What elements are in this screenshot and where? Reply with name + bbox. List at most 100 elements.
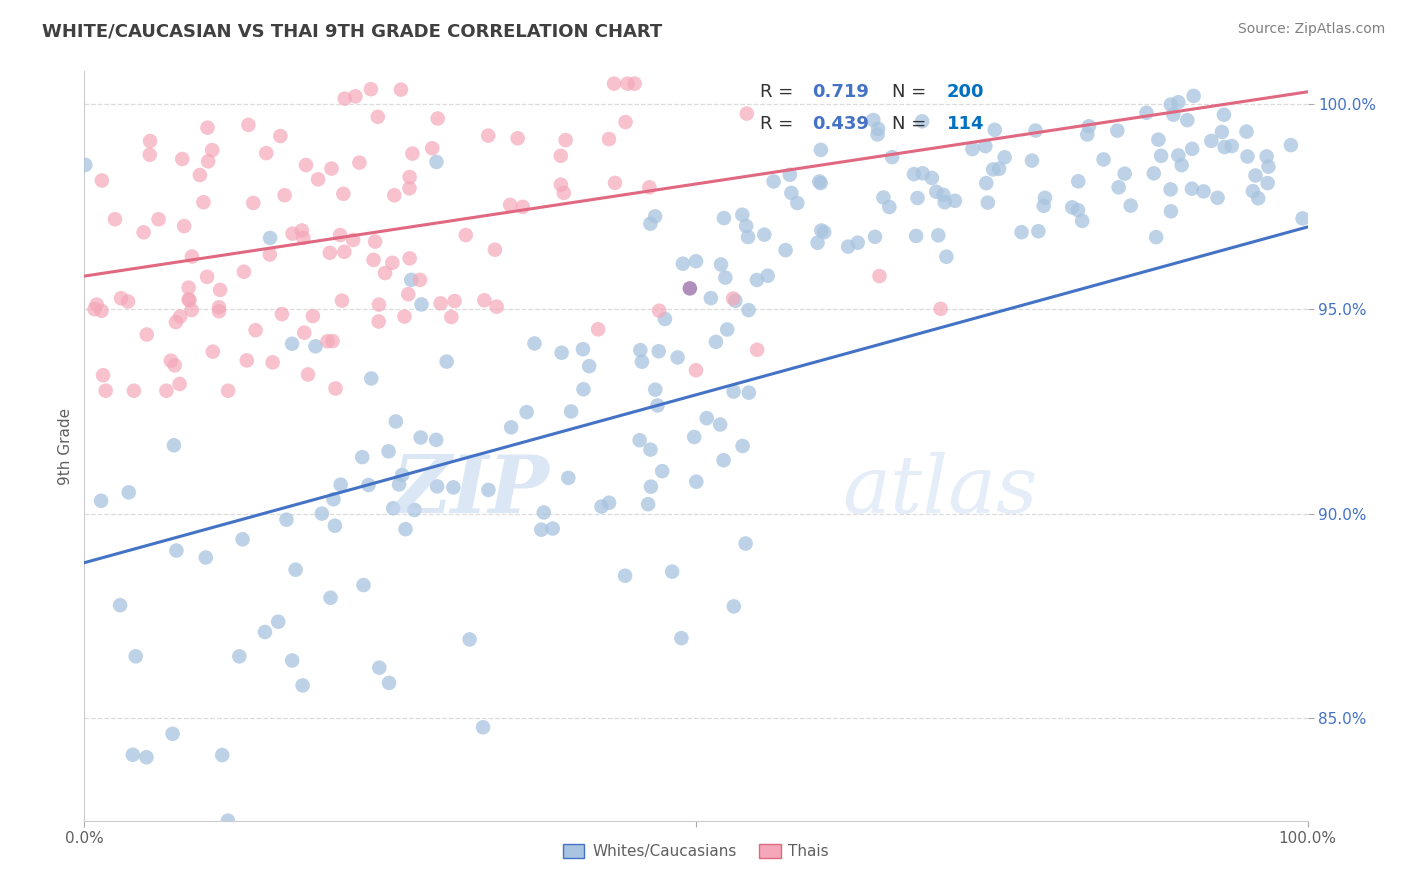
Point bbox=[731, 208, 754, 222]
Point bbox=[329, 228, 352, 243]
Point bbox=[780, 186, 803, 200]
Point bbox=[704, 334, 727, 349]
Point bbox=[399, 273, 422, 287]
Point bbox=[269, 128, 291, 143]
Point bbox=[121, 747, 143, 762]
Point bbox=[367, 314, 389, 328]
Point bbox=[1220, 139, 1243, 153]
Point bbox=[724, 293, 747, 308]
Point bbox=[925, 185, 948, 199]
Point bbox=[132, 225, 155, 239]
Point bbox=[745, 273, 768, 287]
Point bbox=[929, 301, 952, 316]
Point bbox=[307, 172, 329, 186]
Point bbox=[541, 522, 564, 536]
Point bbox=[981, 162, 1004, 177]
Point bbox=[1160, 182, 1182, 196]
Point bbox=[259, 247, 281, 261]
Point bbox=[426, 112, 449, 126]
Point bbox=[188, 168, 211, 182]
Point bbox=[389, 82, 412, 96]
Point bbox=[1135, 105, 1157, 120]
Point bbox=[934, 195, 956, 210]
Point bbox=[1147, 133, 1170, 147]
Point bbox=[117, 294, 139, 309]
Point bbox=[1067, 174, 1090, 188]
Point bbox=[1167, 95, 1189, 110]
Point bbox=[614, 115, 637, 129]
Point bbox=[1160, 97, 1182, 112]
Point bbox=[1279, 138, 1302, 153]
Point bbox=[550, 345, 572, 359]
Point bbox=[94, 384, 117, 398]
Point bbox=[1257, 160, 1279, 174]
Point bbox=[381, 256, 404, 270]
Point bbox=[367, 110, 389, 124]
Point bbox=[332, 186, 354, 201]
Point bbox=[208, 300, 231, 314]
Point bbox=[644, 210, 666, 224]
Point bbox=[1160, 204, 1182, 219]
Point bbox=[762, 174, 785, 188]
Point bbox=[377, 444, 399, 458]
Point bbox=[291, 223, 314, 237]
Point bbox=[86, 297, 108, 311]
Point bbox=[323, 518, 346, 533]
Point bbox=[472, 720, 495, 734]
Point bbox=[813, 225, 835, 239]
Point bbox=[516, 405, 538, 419]
Point bbox=[360, 82, 382, 96]
Point bbox=[499, 198, 522, 212]
Point bbox=[550, 178, 572, 192]
Point bbox=[108, 599, 131, 613]
Point bbox=[122, 384, 145, 398]
Point bbox=[530, 523, 553, 537]
Point bbox=[846, 235, 869, 250]
Point bbox=[180, 302, 202, 317]
Point bbox=[321, 161, 343, 176]
Point bbox=[441, 480, 464, 494]
Point bbox=[921, 170, 943, 185]
Point bbox=[512, 200, 534, 214]
Point bbox=[292, 326, 315, 340]
Point bbox=[1241, 184, 1264, 198]
Point bbox=[709, 417, 731, 432]
Point bbox=[322, 334, 344, 348]
Point bbox=[1071, 214, 1094, 228]
Point bbox=[90, 303, 112, 318]
Point bbox=[754, 227, 776, 242]
Point bbox=[135, 750, 157, 764]
Point bbox=[988, 161, 1011, 176]
Point bbox=[201, 143, 224, 157]
Point bbox=[1236, 149, 1258, 163]
Point bbox=[281, 227, 304, 241]
Point bbox=[731, 439, 754, 453]
Point bbox=[352, 450, 374, 464]
Point bbox=[396, 287, 419, 301]
Point bbox=[139, 134, 162, 148]
Text: atlas: atlas bbox=[842, 452, 1038, 530]
Text: 200: 200 bbox=[946, 83, 984, 101]
Point bbox=[1182, 89, 1205, 103]
Point bbox=[385, 414, 408, 428]
Point bbox=[994, 150, 1017, 164]
Point bbox=[723, 384, 745, 399]
Point bbox=[330, 293, 353, 308]
Point bbox=[388, 477, 411, 491]
Point bbox=[1181, 142, 1204, 156]
Point bbox=[911, 114, 934, 128]
Point bbox=[943, 194, 966, 208]
Point bbox=[353, 578, 375, 592]
Point bbox=[193, 195, 215, 210]
Point bbox=[319, 245, 342, 260]
Point bbox=[209, 283, 232, 297]
Point bbox=[696, 411, 718, 425]
Point bbox=[292, 231, 315, 245]
Point bbox=[1033, 191, 1056, 205]
Point bbox=[411, 297, 433, 311]
Point bbox=[747, 343, 769, 357]
Point bbox=[155, 384, 177, 398]
Text: R =: R = bbox=[759, 83, 793, 101]
Point bbox=[786, 196, 808, 211]
Text: WHITE/CAUCASIAN VS THAI 9TH GRADE CORRELATION CHART: WHITE/CAUCASIAN VS THAI 9TH GRADE CORREL… bbox=[42, 22, 662, 40]
